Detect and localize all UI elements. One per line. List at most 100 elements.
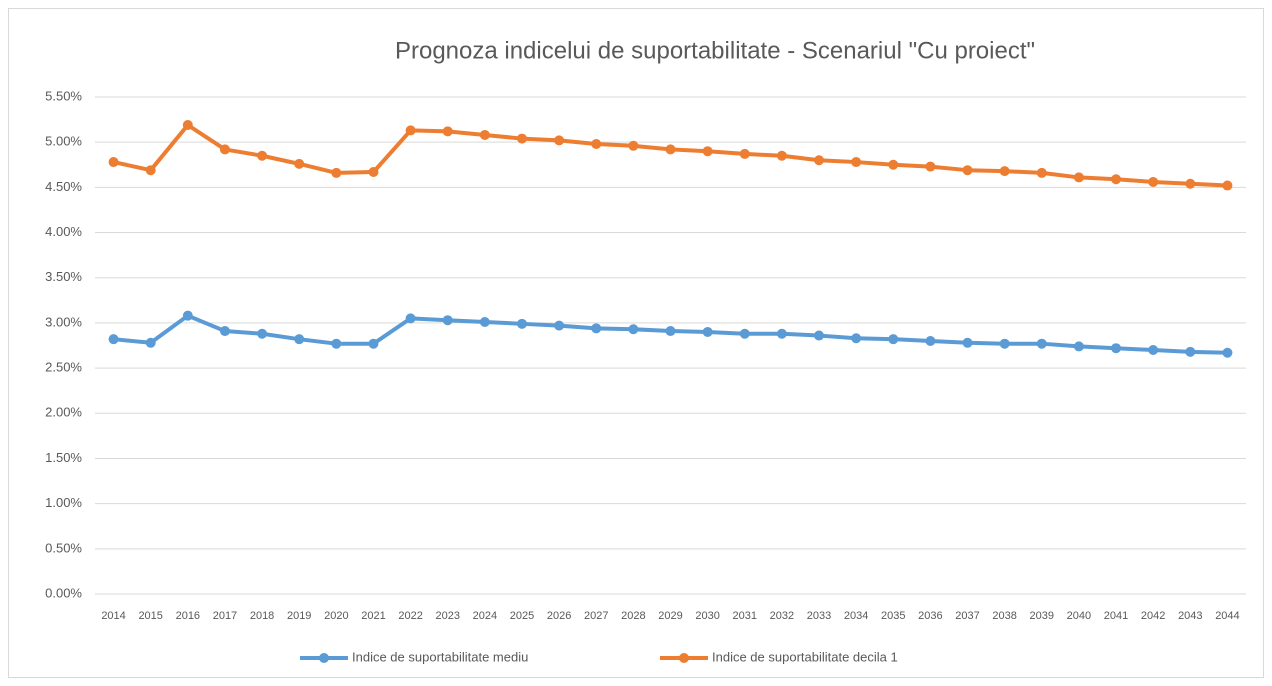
point (1036, 167, 1047, 178)
x-tick-label: 2041 (1104, 610, 1128, 622)
x-tick-label: 2019 (287, 610, 311, 622)
point (554, 135, 565, 146)
point (999, 166, 1010, 177)
y-tick-label: 1.00% (45, 495, 82, 510)
y-tick-label: 4.00% (45, 224, 82, 239)
point (925, 335, 936, 346)
point (219, 144, 230, 155)
point (814, 155, 825, 166)
y-tick-label: 3.00% (45, 314, 82, 329)
point (182, 310, 193, 321)
x-tick-label: 2034 (844, 610, 868, 622)
x-tick-label: 2036 (918, 610, 942, 622)
x-tick-label: 2025 (510, 610, 534, 622)
point (1222, 180, 1233, 191)
point (1148, 176, 1159, 187)
point (962, 337, 973, 348)
point (108, 157, 119, 168)
point (925, 161, 936, 172)
point (479, 317, 490, 328)
point (442, 126, 453, 137)
point (182, 120, 193, 131)
point (888, 334, 899, 345)
y-tick-label: 4.50% (45, 179, 82, 194)
x-tick-label: 2027 (584, 610, 608, 622)
x-tick-label: 2026 (547, 610, 571, 622)
x-tick-label: 2038 (992, 610, 1016, 622)
point (554, 320, 565, 331)
point (1036, 338, 1047, 349)
x-tick-label: 2024 (473, 610, 497, 622)
legend-marker (319, 653, 329, 663)
point (368, 338, 379, 349)
point (294, 158, 305, 169)
point (702, 146, 713, 157)
point (1148, 345, 1159, 356)
x-tick-label: 2029 (658, 610, 682, 622)
x-tick-label: 2043 (1178, 610, 1202, 622)
y-tick-label: 5.00% (45, 134, 82, 149)
x-tick-label: 2032 (770, 610, 794, 622)
y-tick-label: 2.50% (45, 360, 82, 375)
point (776, 150, 787, 161)
y-tick-label: 5.50% (45, 88, 82, 103)
point (145, 165, 156, 176)
point (294, 334, 305, 345)
point (145, 337, 156, 348)
chart-frame (8, 8, 1264, 678)
x-tick-label: 2020 (324, 610, 348, 622)
point (814, 330, 825, 341)
point (665, 144, 676, 155)
point (702, 326, 713, 337)
chart-title: Prognoza indicelui de suportabilitate - … (395, 37, 1035, 64)
point (108, 334, 119, 345)
x-tick-label: 2042 (1141, 610, 1165, 622)
point (405, 313, 416, 324)
point (516, 318, 527, 329)
point (516, 133, 527, 144)
x-tick-label: 2031 (733, 610, 757, 622)
point (739, 148, 750, 159)
point (591, 323, 602, 334)
x-tick-label: 2021 (361, 610, 385, 622)
point (962, 165, 973, 176)
x-tick-label: 2018 (250, 610, 274, 622)
legend-label: Indice de suportabilitate mediu (352, 649, 528, 664)
point (1073, 172, 1084, 183)
y-tick-label: 3.50% (45, 269, 82, 284)
x-tick-label: 2016 (176, 610, 200, 622)
point (851, 157, 862, 168)
point (888, 159, 899, 170)
point (219, 326, 230, 337)
x-tick-label: 2037 (955, 610, 979, 622)
point (479, 129, 490, 140)
point (1222, 347, 1233, 358)
point (776, 328, 787, 339)
point (665, 326, 676, 337)
point (331, 167, 342, 178)
x-tick-label: 2014 (101, 610, 125, 622)
point (257, 328, 268, 339)
x-tick-label: 2023 (435, 610, 459, 622)
x-tick-label: 2033 (807, 610, 831, 622)
point (999, 338, 1010, 349)
point (405, 125, 416, 136)
x-tick-label: 2028 (621, 610, 645, 622)
x-tick-label: 2030 (695, 610, 719, 622)
point (628, 324, 639, 335)
x-tick-label: 2039 (1030, 610, 1054, 622)
x-tick-label: 2040 (1067, 610, 1091, 622)
point (1185, 178, 1196, 189)
x-tick-label: 2044 (1215, 610, 1239, 622)
point (1073, 341, 1084, 352)
legend-marker (679, 653, 689, 663)
point (591, 138, 602, 149)
x-tick-label: 2035 (881, 610, 905, 622)
y-tick-label: 0.50% (45, 540, 82, 555)
x-tick-label: 2017 (213, 610, 237, 622)
legend-label: Indice de suportabilitate decila 1 (712, 649, 898, 664)
point (628, 140, 639, 151)
point (442, 315, 453, 326)
point (851, 333, 862, 344)
